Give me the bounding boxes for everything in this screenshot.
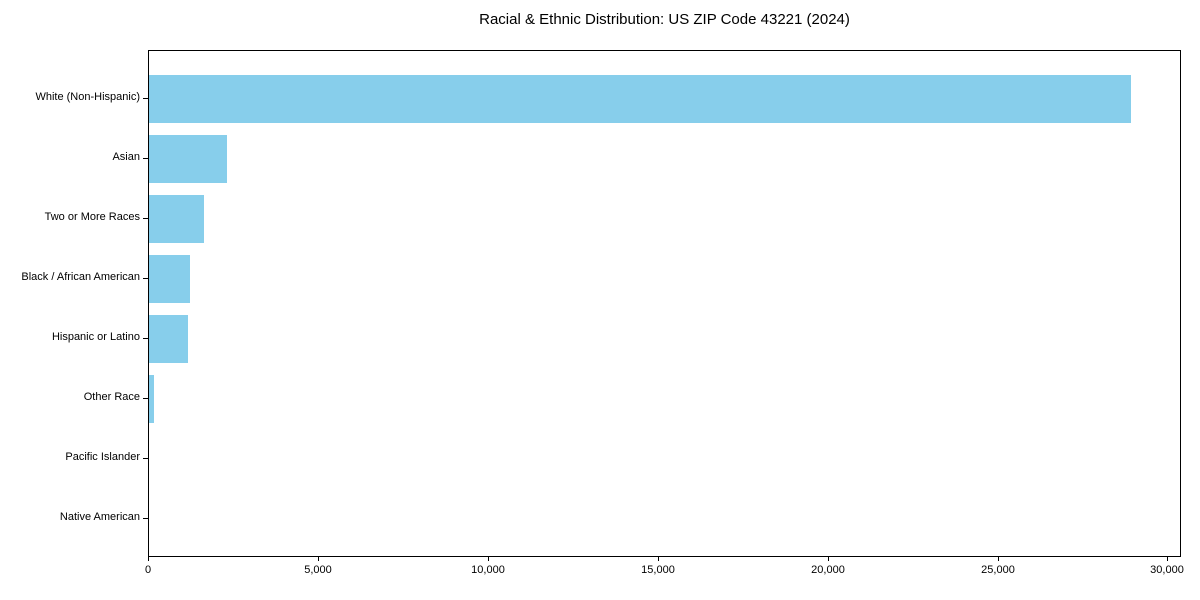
x-tick-label-0: 0 <box>144 564 152 576</box>
x-tick-mark <box>148 557 149 561</box>
x-tick-mark <box>318 557 319 561</box>
x-tick-label-15-000: 15,000 <box>641 564 675 576</box>
x-tick-mark <box>828 557 829 561</box>
chart-title: Racial & Ethnic Distribution: US ZIP Cod… <box>479 11 850 28</box>
bar-two-or-more-races <box>149 195 204 243</box>
bar-black-african-american <box>149 255 190 303</box>
y-tick-mark <box>143 158 148 159</box>
bar-white-non-hispanic <box>149 75 1131 123</box>
x-tick-label-5-000: 5,000 <box>304 564 332 576</box>
x-tick-mark <box>488 557 489 561</box>
x-tick-label-10-000: 10,000 <box>471 564 505 576</box>
y-tick-label-hispanic-or-latino: Hispanic or Latino <box>51 331 140 343</box>
x-tick-label-25-000: 25,000 <box>981 564 1015 576</box>
x-tick-mark <box>1167 557 1168 561</box>
y-tick-mark <box>143 218 148 219</box>
y-tick-label-asian: Asian <box>112 151 140 163</box>
y-tick-label-white-non-hispanic: White (Non-Hispanic) <box>35 91 140 103</box>
bar-hispanic-or-latino <box>149 315 188 363</box>
bar-other-race <box>149 375 154 423</box>
y-tick-label-two-or-more-races: Two or More Races <box>44 211 140 223</box>
y-tick-label-native-american: Native American <box>59 511 140 523</box>
bar-asian <box>149 135 227 183</box>
plot-area <box>148 50 1181 557</box>
x-tick-mark <box>998 557 999 561</box>
y-tick-mark <box>143 518 148 519</box>
y-tick-mark <box>143 338 148 339</box>
y-tick-mark <box>143 98 148 99</box>
y-tick-mark <box>143 458 148 459</box>
x-tick-mark <box>658 557 659 561</box>
y-tick-mark <box>143 278 148 279</box>
y-tick-label-black-african-american: Black / African American <box>21 271 140 283</box>
y-tick-label-other-race: Other Race <box>83 391 140 403</box>
x-tick-label-30-000: 30,000 <box>1150 564 1184 576</box>
y-tick-label-pacific-islander: Pacific Islander <box>65 451 140 463</box>
x-tick-label-20-000: 20,000 <box>811 564 845 576</box>
y-tick-mark <box>143 398 148 399</box>
